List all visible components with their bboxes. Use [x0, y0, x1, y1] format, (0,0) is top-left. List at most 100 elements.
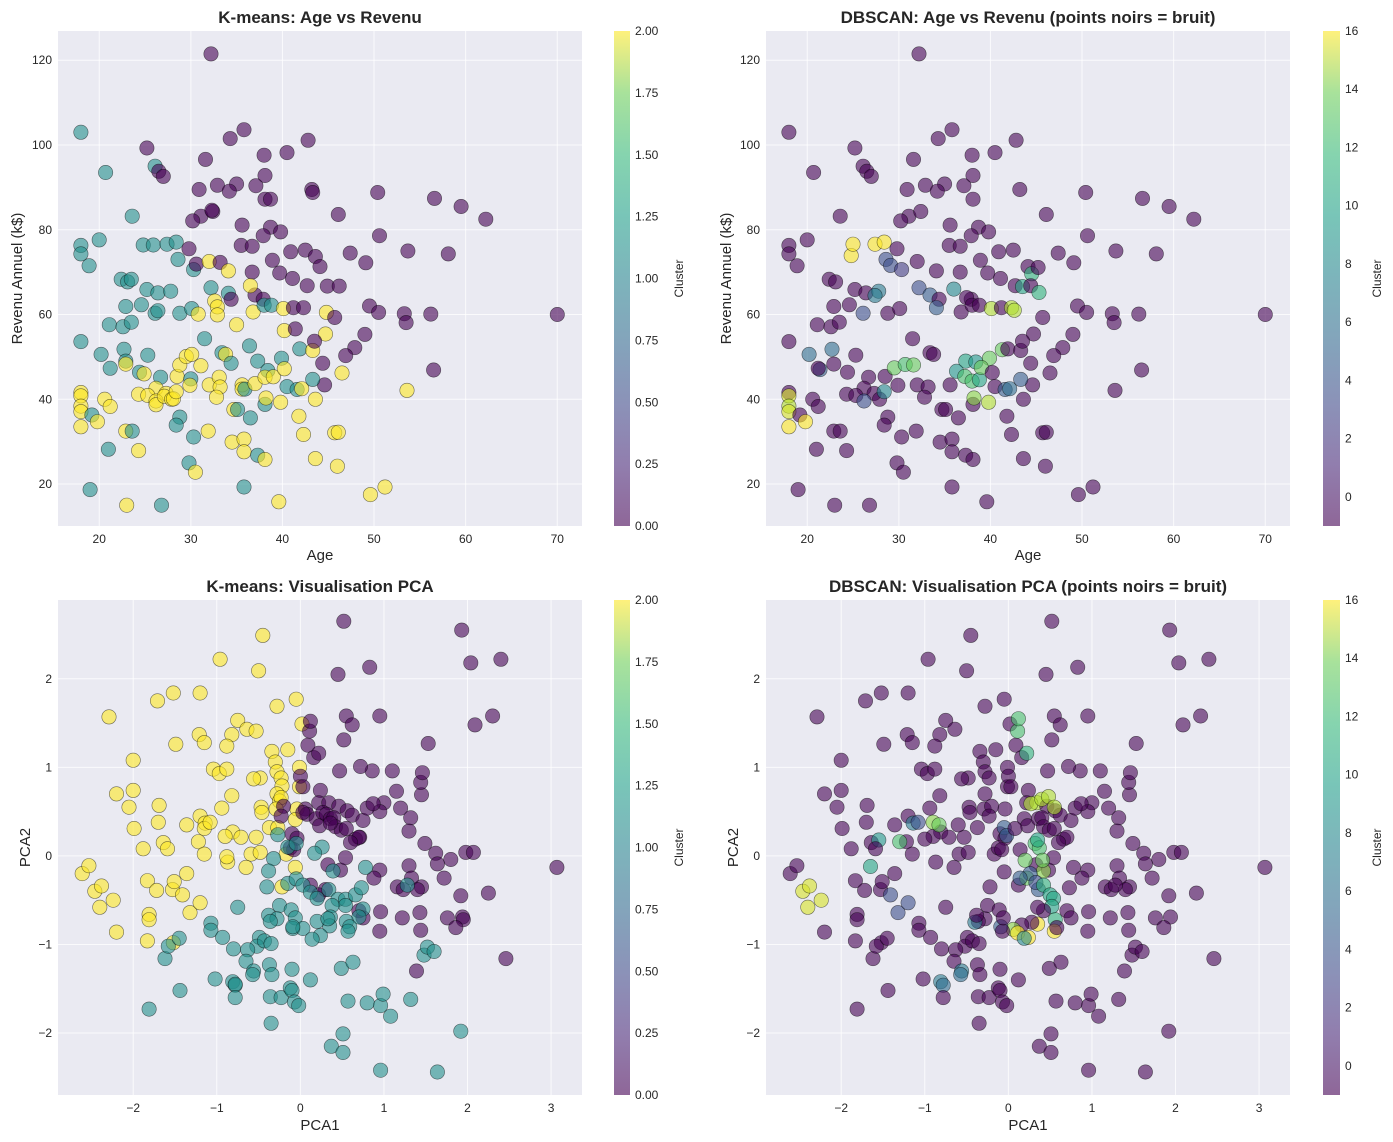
- scatter-point: [345, 954, 361, 970]
- scatter-point: [1147, 910, 1163, 926]
- scatter-point: [261, 863, 277, 879]
- scatter-point: [82, 482, 98, 498]
- scatter-point: [863, 168, 879, 184]
- scatter-point: [263, 1015, 279, 1031]
- scatter-point: [1049, 920, 1065, 936]
- scatter-point: [370, 185, 386, 201]
- scatter-point: [426, 362, 442, 378]
- scatter-point: [184, 346, 200, 362]
- scatter-point: [808, 441, 824, 457]
- scatter-point: [309, 890, 325, 906]
- scatter-point: [135, 841, 151, 857]
- scatter-point: [963, 228, 979, 244]
- scatter-point: [941, 829, 957, 845]
- scatter-point: [1038, 207, 1054, 223]
- scatter-point: [1023, 355, 1039, 371]
- scatter-point: [942, 217, 958, 233]
- scatter-point: [931, 817, 947, 833]
- colorbar: [614, 600, 630, 1095]
- scatter-point: [493, 651, 509, 667]
- scatter-point: [913, 204, 929, 220]
- scatter-point: [291, 998, 307, 1014]
- x-tick-label: −2: [126, 1101, 140, 1115]
- scatter-point: [168, 234, 184, 250]
- x-tick-label: 50: [367, 532, 381, 546]
- scatter-point: [1061, 880, 1077, 896]
- scatter-point: [834, 820, 850, 836]
- scatter-point: [1161, 199, 1177, 215]
- scatter-point: [962, 804, 978, 820]
- scatter-point: [300, 132, 316, 148]
- scatter-point: [801, 346, 817, 362]
- scatter-point: [101, 317, 117, 333]
- scatter-point: [226, 941, 242, 957]
- scatter-point: [412, 905, 428, 921]
- scatter-point: [248, 178, 264, 194]
- scatter-point: [338, 348, 354, 364]
- scatter-point: [1148, 246, 1164, 262]
- scatter-point: [880, 982, 896, 998]
- scatter-point: [401, 823, 417, 839]
- scatter-point: [304, 931, 320, 947]
- scatter-point: [353, 880, 369, 896]
- x-axis-label: PCA1: [300, 1117, 339, 1134]
- scatter-point: [329, 458, 345, 474]
- scatter-point: [219, 849, 235, 865]
- colorbar-tick-label: 0.75: [635, 333, 659, 347]
- scatter-point: [1097, 783, 1113, 799]
- scatter-point: [944, 122, 960, 138]
- scatter-point: [362, 659, 378, 675]
- scatter-point: [150, 285, 166, 301]
- colorbar-tick-labels: 0.00 0.25 0.50 0.75 1.00 1.25 1.50 1.75 2.00: [635, 593, 659, 1102]
- scatter-point: [928, 300, 944, 316]
- scatter-point: [890, 377, 906, 393]
- scatter-point: [332, 763, 348, 779]
- scatter-point: [904, 846, 920, 862]
- scatter-point: [403, 810, 419, 826]
- scatter-point: [971, 372, 987, 388]
- scatter-point: [1015, 391, 1031, 407]
- scatter-point: [94, 878, 110, 894]
- x-tick-labels: 20 30 40 50 60 70: [801, 532, 1273, 546]
- scatter-point: [1109, 823, 1125, 839]
- scatter-point: [109, 786, 125, 802]
- scatter-point: [269, 698, 285, 714]
- scatter-point: [413, 922, 429, 938]
- scatter-point: [1031, 1038, 1047, 1054]
- x-tick-labels: 20 30 40 50 60 70: [93, 532, 565, 546]
- scatter-point: [894, 429, 910, 445]
- scatter-point: [373, 1062, 389, 1078]
- scatter-point: [893, 213, 909, 229]
- scatter-point: [203, 280, 219, 296]
- scatter-point: [1193, 708, 1209, 724]
- scatter-point: [105, 892, 121, 908]
- scatter-point: [273, 224, 289, 240]
- scatter-point: [251, 663, 267, 679]
- scatter-point: [182, 377, 198, 393]
- scatter-point: [1053, 954, 1069, 970]
- scatter-point: [327, 309, 343, 325]
- plot-area: [58, 31, 582, 526]
- scatter-point: [956, 178, 972, 194]
- scatter-point: [876, 417, 892, 433]
- scatter-point: [89, 414, 105, 430]
- scatter-point: [200, 423, 216, 439]
- scatter-point: [1206, 951, 1222, 967]
- scatter-point: [322, 815, 338, 831]
- scatter-point: [372, 708, 388, 724]
- scatter-point: [1107, 382, 1123, 398]
- scatter-point: [910, 814, 926, 830]
- scatter-point: [263, 936, 279, 952]
- scatter-point: [987, 145, 1003, 161]
- scatter-point: [279, 145, 295, 161]
- scatter-point: [141, 1001, 157, 1017]
- scatter-point: [841, 297, 857, 313]
- x-tick-label: 3: [1256, 1101, 1263, 1115]
- scatter-point: [285, 919, 301, 935]
- scatter-point: [139, 873, 155, 889]
- y-tick-label: 60: [39, 308, 53, 322]
- scatter-point: [1161, 1023, 1177, 1039]
- scatter-point: [302, 713, 318, 729]
- scatter-point: [813, 892, 829, 908]
- scatter-point: [190, 834, 206, 850]
